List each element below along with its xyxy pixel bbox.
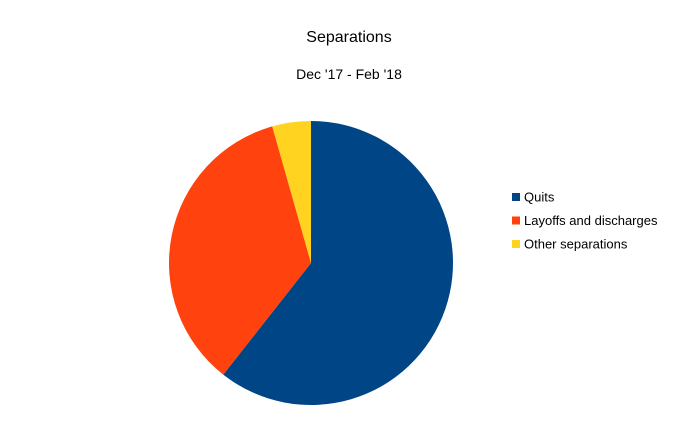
pie-slice-other-separations <box>272 120 311 263</box>
legend-label-other-separations: Other separations <box>524 237 628 252</box>
legend: Quits Layoffs and discharges Other separat… <box>512 190 658 252</box>
pie-slices <box>168 120 453 405</box>
legend-swatch-other-separations <box>512 240 520 248</box>
legend-swatch-layoffs-and-discharges <box>512 216 520 225</box>
pie-slice-layoffs-and-discharges <box>168 126 311 375</box>
chart-subtitle: Dec '17 - Feb '18 <box>296 66 402 82</box>
pie-slice-quits <box>223 121 453 405</box>
chart-title: Separations <box>306 29 391 46</box>
legend-label-layoffs-and-discharges: Layoffs and discharges <box>524 213 658 228</box>
legend-swatch-quits <box>512 193 520 201</box>
legend-label-quits: Quits <box>524 190 555 205</box>
